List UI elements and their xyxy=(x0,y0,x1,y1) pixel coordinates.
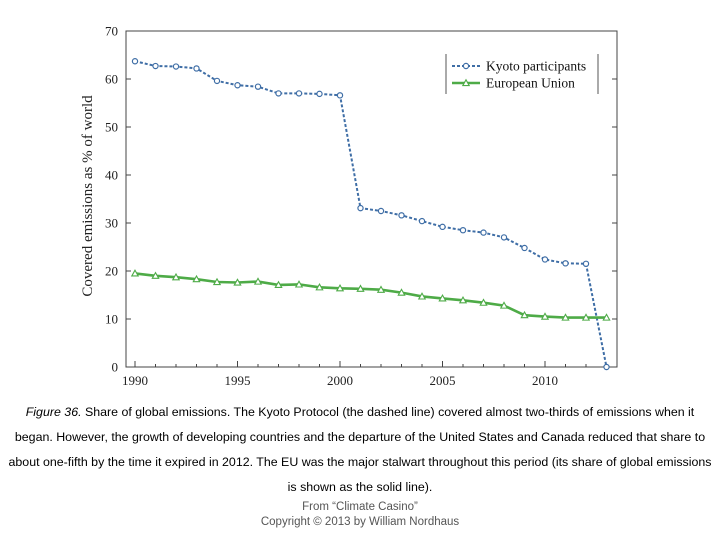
data-point xyxy=(356,284,365,292)
credit-source: From “Climate Casino” xyxy=(302,501,418,513)
y-tick-label: 20 xyxy=(105,264,118,279)
data-point xyxy=(193,65,200,72)
data-point xyxy=(602,313,611,321)
series-kyoto xyxy=(131,58,610,371)
y-axis-label: Covered emissions as % of world xyxy=(80,95,96,297)
y-tick-label: 30 xyxy=(105,216,118,231)
data-point xyxy=(233,278,242,286)
data-point xyxy=(439,223,446,231)
x-tick-label: 1995 xyxy=(225,373,251,388)
data-point xyxy=(377,207,385,215)
y-tick-label: 0 xyxy=(112,360,119,375)
data-point xyxy=(294,280,304,288)
data-point xyxy=(376,285,386,293)
legend-label: Kyoto participants xyxy=(486,59,586,74)
series-line xyxy=(134,272,607,319)
data-point xyxy=(417,292,427,300)
series-eu xyxy=(130,269,611,321)
y-tick-label: 10 xyxy=(105,312,118,327)
data-point xyxy=(213,77,221,85)
data-point xyxy=(172,63,180,70)
data-point xyxy=(603,363,610,371)
data-point xyxy=(151,271,160,279)
data-point xyxy=(418,217,426,225)
plot-frame xyxy=(125,30,618,368)
data-point xyxy=(459,226,467,234)
data-point xyxy=(581,313,591,321)
data-point xyxy=(562,260,569,267)
data-point xyxy=(212,277,222,286)
data-point xyxy=(438,294,447,302)
data-point xyxy=(253,277,263,285)
data-point xyxy=(295,90,303,97)
data-point xyxy=(540,312,550,320)
data-point xyxy=(541,256,549,263)
legend-entry: European Union xyxy=(452,76,575,91)
data-point xyxy=(336,92,344,99)
data-point xyxy=(152,62,159,70)
legend-label: European Union xyxy=(486,76,575,91)
data-point xyxy=(397,288,406,296)
figure-caption: Figure 36. Share of global emissions. Th… xyxy=(8,400,712,500)
data-point xyxy=(520,310,529,319)
x-tick-label: 2005 xyxy=(430,373,456,388)
data-point xyxy=(480,229,487,236)
figure-label: Figure 36. xyxy=(25,405,82,419)
series-line xyxy=(134,60,608,368)
legend-entry: Kyoto participants xyxy=(452,59,586,74)
data-point xyxy=(398,212,405,219)
x-axis: 1990 1995 2000 2005 2010 xyxy=(122,361,607,388)
data-point xyxy=(274,280,283,289)
data-point xyxy=(357,204,364,212)
data-point xyxy=(499,301,509,309)
data-point xyxy=(315,282,324,291)
data-point xyxy=(275,90,282,97)
x-tick-label: 2000 xyxy=(327,373,353,388)
caption-text: Share of global emissions. The Kyoto Pro… xyxy=(8,405,712,494)
legend-marker xyxy=(461,78,471,87)
chart-legend: Kyoto participants European Union xyxy=(445,54,599,94)
x-tick-label: 2010 xyxy=(532,373,558,388)
credit: From “Climate Casino” Copyright © 2013 b… xyxy=(0,500,720,530)
data-point xyxy=(131,58,139,65)
chart-series xyxy=(130,58,611,371)
y-axis: 0 10 20 30 40 50 60 70 xyxy=(105,24,617,375)
emissions-chart: 0 10 20 30 40 50 60 70 1990 1995 2000 2005 2010 Cov… xyxy=(80,24,618,388)
data-point xyxy=(316,90,323,98)
y-tick-label: 40 xyxy=(105,168,118,183)
legend-marker xyxy=(462,62,470,70)
y-tick-label: 70 xyxy=(105,24,118,39)
data-point xyxy=(335,283,345,292)
credit-copyright: Copyright © 2013 by William Nordhaus xyxy=(260,516,460,528)
data-point xyxy=(234,82,241,89)
x-tick-label: 1990 xyxy=(122,373,148,388)
y-tick-label: 60 xyxy=(105,72,118,87)
data-point xyxy=(254,83,262,90)
data-point xyxy=(171,272,181,281)
data-point xyxy=(582,260,590,267)
data-point xyxy=(561,313,570,321)
y-tick-label: 50 xyxy=(105,120,118,135)
data-point xyxy=(479,298,488,306)
data-point xyxy=(130,269,140,277)
chart-axes xyxy=(125,30,618,368)
data-point xyxy=(458,295,468,304)
data-point xyxy=(192,274,201,283)
data-point xyxy=(521,244,528,252)
data-point xyxy=(500,234,508,241)
